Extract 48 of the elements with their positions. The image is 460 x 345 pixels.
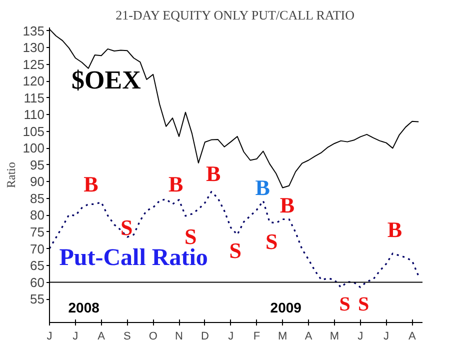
annotation: B <box>280 192 295 218</box>
y-tick-label: 125 <box>22 56 45 72</box>
x-tick-label: J <box>72 330 78 342</box>
chart-title: 21-DAY EQUITY ONLY PUT/CALL RATIO <box>116 8 355 22</box>
annotation: B <box>84 172 99 197</box>
y-tick-label: 135 <box>22 23 45 38</box>
annotation: 2009 <box>270 299 302 316</box>
y-tick-label: 70 <box>30 241 45 256</box>
y-axis-title: Ratio <box>4 162 18 188</box>
annotation: B <box>255 174 270 200</box>
x-tick-label: J <box>383 330 389 342</box>
x-tick-label: D <box>200 330 209 342</box>
y-tick-label: 80 <box>30 208 45 223</box>
y-tick-label: 85 <box>30 190 45 206</box>
annotation: B <box>168 172 184 197</box>
x-tick-label: A <box>98 330 106 342</box>
y-tick-label: 65 <box>30 258 45 274</box>
y-tick-label: 75 <box>30 224 45 240</box>
annotation: S <box>339 294 350 316</box>
series-label: $OEX <box>72 66 142 95</box>
x-tick-label: J <box>46 330 52 342</box>
y-tick-label: 100 <box>22 140 45 156</box>
annotation: S <box>266 229 278 254</box>
x-tick-label: A <box>304 330 313 342</box>
annotation: B <box>206 161 221 186</box>
annotation: S <box>358 294 370 316</box>
y-tick-label: 130 <box>22 40 45 56</box>
x-tick-label: J <box>358 330 364 342</box>
x-tick-label: O <box>148 330 158 342</box>
annotation: 2008 <box>68 299 100 316</box>
y-tick-label: 105 <box>22 124 45 139</box>
x-tick-label: N <box>175 330 184 342</box>
x-tick-label: J <box>228 330 234 342</box>
annotation: S <box>229 238 242 263</box>
annotation: B <box>387 216 402 242</box>
x-tick-label: M <box>330 330 340 342</box>
y-tick-label: 55 <box>30 292 45 307</box>
annotation: S <box>120 215 133 240</box>
x-tick-label: A <box>408 330 416 342</box>
y-tick-label: 90 <box>30 174 45 190</box>
y-tick-label: 60 <box>30 274 45 290</box>
x-tick-label: M <box>278 330 288 342</box>
y-tick-label: 110 <box>24 107 45 122</box>
x-tick-label: F <box>253 330 260 342</box>
y-tick-label: 115 <box>24 90 45 106</box>
y-tick-label: 95 <box>30 157 45 172</box>
y-tick-label: 120 <box>22 74 45 89</box>
x-tick-label: S <box>124 330 131 342</box>
